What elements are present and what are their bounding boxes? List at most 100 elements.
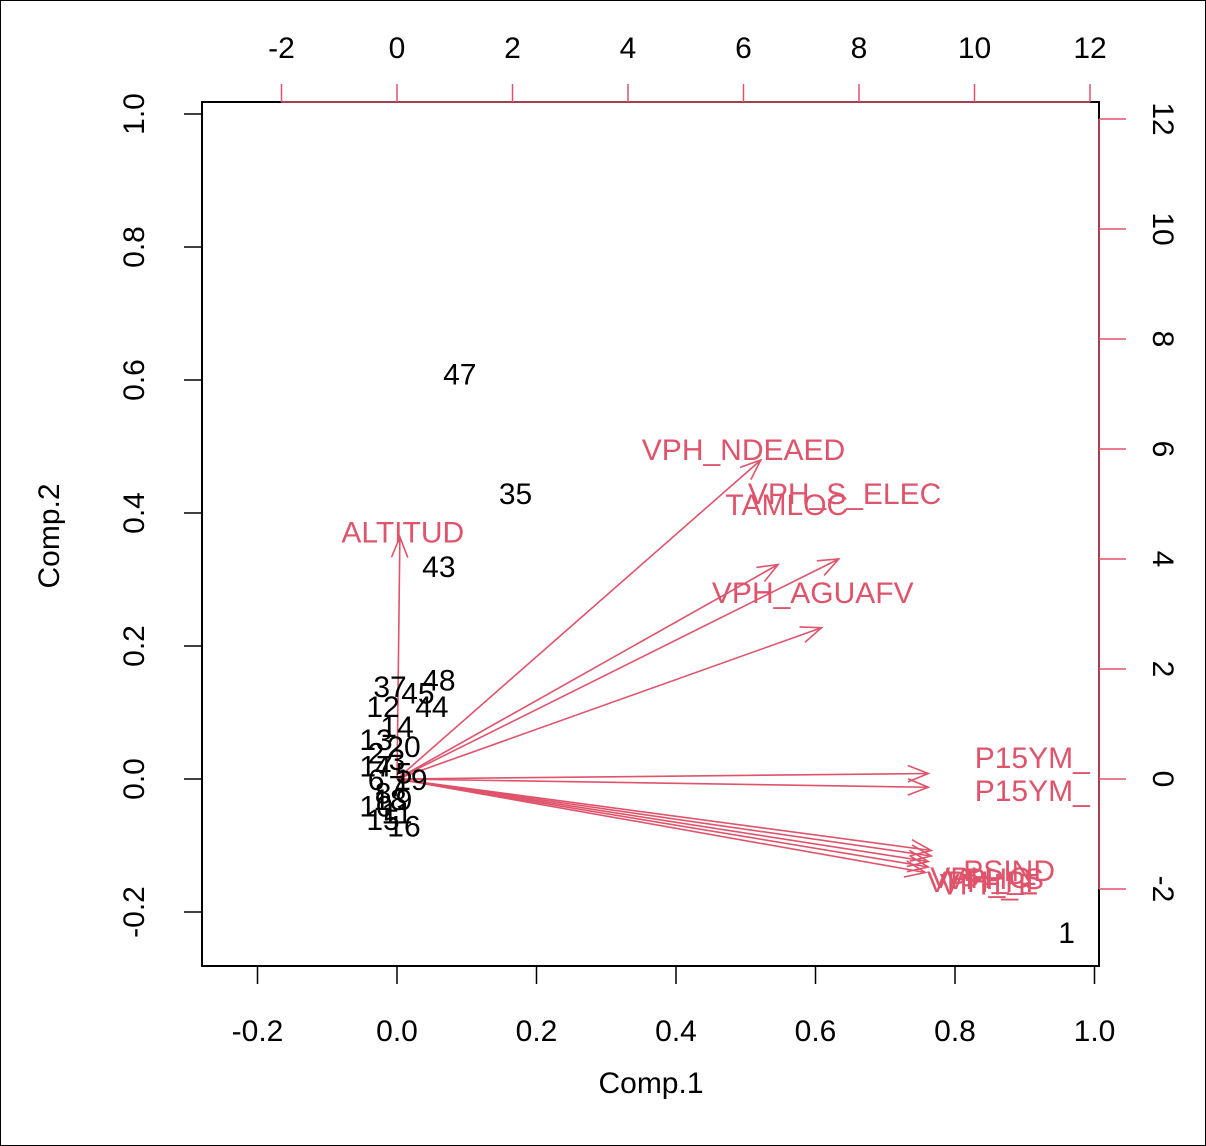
loading-label: PSIND bbox=[963, 855, 1055, 888]
observation-label: 1 bbox=[1058, 917, 1075, 950]
loading-arrow-head bbox=[390, 534, 409, 558]
loading-arrows bbox=[390, 458, 934, 878]
observation-label: 17 bbox=[359, 751, 392, 784]
loading-label: VPH_AGUAFV bbox=[712, 577, 914, 610]
bottom-tick-label: -0.2 bbox=[232, 1015, 284, 1048]
loading-label: VPH_S_ELEC bbox=[748, 478, 941, 511]
bottom-tick-label: 1.0 bbox=[1074, 1015, 1116, 1048]
observation-label: 20 bbox=[387, 731, 420, 764]
observation-label: 15 bbox=[366, 804, 399, 837]
observation-label: 7 bbox=[389, 771, 406, 804]
loading-label: VPH_NDEAED bbox=[642, 434, 845, 467]
left-tick-label: -0.2 bbox=[118, 886, 151, 938]
top-tick-label: 8 bbox=[851, 32, 868, 65]
right-tick-label: 12 bbox=[1146, 102, 1179, 135]
left-tick-label: 0.2 bbox=[118, 625, 151, 667]
right-tick-label: 4 bbox=[1146, 551, 1179, 568]
top-tick-label: 4 bbox=[620, 32, 637, 65]
plot-box bbox=[201, 101, 1100, 967]
observation-label: 9 bbox=[396, 784, 413, 817]
loading-arrow-head bbox=[799, 626, 824, 643]
observation-label: 11 bbox=[381, 797, 412, 830]
top-tick-label: 2 bbox=[504, 32, 521, 65]
observation-label: 48 bbox=[422, 664, 455, 697]
loading-arrow bbox=[396, 563, 779, 780]
bottom-tick-label: 0.0 bbox=[376, 1015, 418, 1048]
loading-arrow bbox=[396, 778, 929, 863]
loading-label: VPH_E bbox=[940, 869, 1038, 902]
observation-label: 19 bbox=[394, 764, 427, 797]
loading-arrow bbox=[396, 778, 932, 857]
observation-label: 45 bbox=[401, 678, 434, 711]
observation-label: 44 bbox=[415, 691, 448, 724]
loading-arrow-head bbox=[816, 558, 841, 576]
loading-arrow-head bbox=[756, 563, 781, 583]
left-tick-label: 1.0 bbox=[118, 93, 151, 135]
loading-label: P15YM_ bbox=[975, 742, 1091, 775]
observation-label: 3 bbox=[389, 744, 406, 777]
top-axis: -2 0 2 4 6 8 10 12 bbox=[268, 32, 1107, 103]
observation-label: 47 bbox=[443, 358, 476, 391]
observation-label: 13 bbox=[359, 724, 392, 757]
loading-arrow-head bbox=[907, 778, 931, 796]
loading-label: VPH_C bbox=[930, 862, 1030, 895]
loading-arrow bbox=[396, 626, 822, 780]
right-tick-label: 8 bbox=[1146, 331, 1179, 348]
observation-label: 4 bbox=[375, 751, 392, 784]
loading-arrow-head bbox=[739, 458, 763, 480]
left-tick-label: 0.4 bbox=[118, 492, 151, 534]
right-tick-label: 0 bbox=[1146, 771, 1179, 788]
loading-arrow bbox=[396, 778, 929, 868]
top-tick-label: 10 bbox=[958, 32, 991, 65]
left-tick-label: 0.6 bbox=[118, 359, 151, 401]
observation-label: 16 bbox=[387, 811, 420, 844]
loading-label: VPH_S bbox=[946, 863, 1044, 896]
observation-label: 18 bbox=[373, 784, 406, 817]
right-tick-label: -2 bbox=[1146, 876, 1179, 903]
observation-label: 37 bbox=[373, 671, 406, 704]
loading-label: TAMLOC bbox=[725, 489, 848, 522]
loading-arrow bbox=[396, 778, 932, 852]
top-tick-label: 6 bbox=[735, 32, 752, 65]
observation-label: 5 bbox=[396, 757, 413, 790]
x-axis-label: Comp.1 bbox=[598, 1067, 703, 1100]
loading-label: P15YM_ bbox=[975, 775, 1091, 808]
loading-arrow bbox=[396, 558, 840, 780]
observation-label: 2 bbox=[368, 737, 385, 770]
observation-label: 35 bbox=[499, 478, 532, 511]
loading-label: ALTITUD bbox=[341, 517, 464, 550]
loading-arrow bbox=[396, 778, 926, 874]
top-tick-label: 12 bbox=[1073, 32, 1106, 65]
loading-arrow bbox=[396, 536, 401, 780]
right-tick-label: 6 bbox=[1146, 441, 1179, 458]
observation-label: 6 bbox=[368, 764, 385, 797]
loading-arrow-head bbox=[907, 764, 931, 783]
left-axis: -0.2 0.0 0.2 0.4 0.6 0.8 1.0 bbox=[118, 93, 203, 938]
bottom-tick-label: 0.2 bbox=[516, 1015, 558, 1048]
right-axis: -2 0 2 4 6 8 10 12 bbox=[1098, 102, 1179, 903]
right-tick-label: 10 bbox=[1146, 212, 1179, 245]
loading-arrow bbox=[396, 459, 762, 780]
observation-label: 43 bbox=[422, 551, 455, 584]
observation-label: 14 bbox=[380, 711, 413, 744]
loading-arrow-head bbox=[903, 860, 928, 878]
bottom-tick-label: 0.6 bbox=[795, 1015, 837, 1048]
top-tick-label: 0 bbox=[389, 32, 406, 65]
bottom-tick-label: 0.8 bbox=[934, 1015, 976, 1048]
bottom-axis: -0.2 0.0 0.2 0.4 0.6 0.8 1.0 bbox=[232, 965, 1116, 1048]
right-tick-label: 2 bbox=[1146, 661, 1179, 678]
observation-label: 10 bbox=[359, 791, 392, 824]
top-tick-label: -2 bbox=[268, 32, 295, 65]
left-tick-label: 0.8 bbox=[118, 226, 151, 268]
loading-arrow bbox=[396, 778, 929, 789]
loading-label: VPH_PI bbox=[927, 866, 1034, 899]
observation-label: 8 bbox=[375, 777, 392, 810]
loading-arrow bbox=[396, 772, 929, 780]
bottom-tick-label: 0.4 bbox=[655, 1015, 697, 1048]
left-tick-label: 0.0 bbox=[118, 758, 151, 800]
y-axis-label: Comp.2 bbox=[33, 483, 66, 588]
